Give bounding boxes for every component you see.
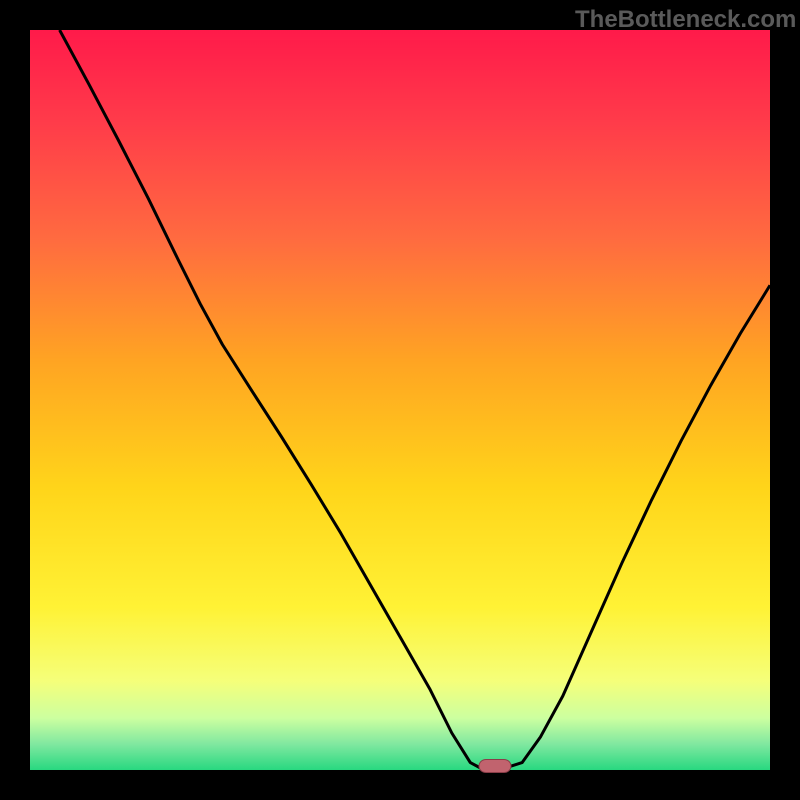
gradient-background [30, 30, 770, 770]
curve-minimum-marker [478, 758, 512, 773]
watermark-text: TheBottleneck.com [575, 6, 796, 34]
marker-pill [479, 759, 511, 772]
chart-stage: TheBottleneck.com [0, 0, 800, 800]
plot-area [30, 30, 770, 770]
